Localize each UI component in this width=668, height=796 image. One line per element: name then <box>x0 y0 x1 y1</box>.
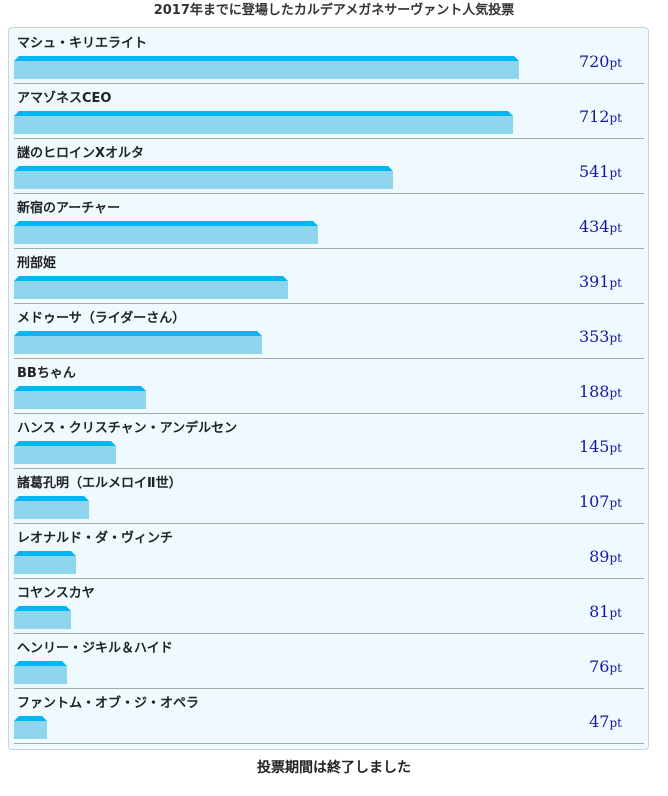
candidate-name: マシュ・キリエライト <box>17 36 148 51</box>
ranking-row: ハンス・クリスチャン・アンデルセン 145pt <box>14 415 644 469</box>
vote-bar <box>14 551 76 574</box>
ranking-row: 新宿のアーチャー 434pt <box>14 195 644 249</box>
vote-bar <box>14 331 262 354</box>
ranking-row: ファントム・オブ・ジ・オペラ 47pt <box>14 690 644 744</box>
ranking-row: 謎のヒロインXオルタ 541pt <box>14 140 644 194</box>
vote-count-number: 353 <box>578 327 610 346</box>
vote-count-number: 720 <box>578 52 610 71</box>
ranking-row: レオナルド・ダ・ヴィンチ 89pt <box>14 525 644 579</box>
vote-count-unit: pt <box>609 716 622 730</box>
vote-count-unit: pt <box>609 276 622 290</box>
ranking-row: マシュ・キリエライト 720pt <box>14 30 644 84</box>
vote-count-number: 81 <box>589 602 610 621</box>
vote-bar <box>14 441 116 464</box>
vote-count: 47pt <box>589 712 622 731</box>
vote-count: 107pt <box>579 492 622 511</box>
vote-count: 391pt <box>579 272 622 291</box>
vote-count-unit: pt <box>609 496 622 510</box>
vote-count-number: 434 <box>578 217 610 236</box>
candidate-name: 刑部姫 <box>17 256 57 271</box>
vote-count: 541pt <box>579 162 622 181</box>
vote-count-number: 712 <box>578 107 610 126</box>
chart-title: 2017年までに登場したカルデアメガネサーヴァント人気投票 <box>153 3 515 18</box>
voting-closed-message: 投票期間は終了しました <box>257 760 411 776</box>
ranking-panel: マシュ・キリエライト 720pt アマゾネスCEO 712pt 謎のヒロインXオルタ 54… <box>8 27 649 750</box>
vote-bar <box>14 386 146 409</box>
vote-count-number: 188 <box>578 382 610 401</box>
ranking-row: BBちゃん 188pt <box>14 360 644 414</box>
vote-bar <box>14 166 393 189</box>
vote-count-unit: pt <box>609 386 622 400</box>
candidate-name: コヤンスカヤ <box>17 586 95 601</box>
vote-count: 712pt <box>579 107 622 126</box>
vote-bar <box>14 716 47 739</box>
vote-count-unit: pt <box>609 441 622 455</box>
vote-count-unit: pt <box>609 661 622 675</box>
vote-count-unit: pt <box>609 221 622 235</box>
candidate-name: 新宿のアーチャー <box>17 201 121 216</box>
vote-count-number: 47 <box>589 712 610 731</box>
vote-count-number: 541 <box>578 162 610 181</box>
vote-count-unit: pt <box>609 166 622 180</box>
ranking-row: 刑部姫 391pt <box>14 250 644 304</box>
vote-count: 720pt <box>579 52 622 71</box>
ranking-row: 諸葛孔明（エルメロイⅡ世） 107pt <box>14 470 644 524</box>
vote-bar <box>14 276 288 299</box>
vote-count: 81pt <box>589 602 622 621</box>
vote-bar <box>14 661 67 684</box>
ranking-row: コヤンスカヤ 81pt <box>14 580 644 634</box>
candidate-name: レオナルド・ダ・ヴィンチ <box>17 531 174 546</box>
ranking-row: メドゥーサ（ライダーさん） 353pt <box>14 305 644 359</box>
vote-count-number: 76 <box>589 657 610 676</box>
candidate-name: アマゾネスCEO <box>17 91 112 106</box>
vote-count-number: 89 <box>589 547 610 566</box>
vote-count: 188pt <box>579 382 622 401</box>
vote-count-number: 391 <box>578 272 610 291</box>
vote-count-unit: pt <box>609 111 622 125</box>
candidate-name: 謎のヒロインXオルタ <box>17 146 145 161</box>
candidate-name: メドゥーサ（ライダーさん） <box>17 311 186 326</box>
vote-bar <box>14 606 71 629</box>
candidate-name: BBちゃん <box>17 366 76 381</box>
vote-count-unit: pt <box>609 606 622 620</box>
vote-count: 89pt <box>589 547 622 566</box>
candidate-name: 諸葛孔明（エルメロイⅡ世） <box>17 476 182 491</box>
vote-count: 145pt <box>579 437 622 456</box>
candidate-name: ハンス・クリスチャン・アンデルセン <box>17 421 238 436</box>
vote-bar <box>14 221 318 244</box>
vote-count-unit: pt <box>609 331 622 345</box>
vote-count-number: 145 <box>578 437 610 456</box>
vote-count-unit: pt <box>609 56 622 70</box>
ranking-row: ヘンリー・ジキル＆ハイド 76pt <box>14 635 644 689</box>
vote-count: 434pt <box>579 217 622 236</box>
vote-count: 353pt <box>579 327 622 346</box>
vote-bar <box>14 111 513 134</box>
vote-count-number: 107 <box>578 492 610 511</box>
vote-count: 76pt <box>589 657 622 676</box>
vote-count-unit: pt <box>609 551 622 565</box>
candidate-name: ファントム・オブ・ジ・オペラ <box>17 696 200 711</box>
ranking-row: アマゾネスCEO 712pt <box>14 85 644 139</box>
vote-bar <box>14 496 89 519</box>
vote-bar <box>14 56 519 79</box>
candidate-name: ヘンリー・ジキル＆ハイド <box>17 641 173 656</box>
